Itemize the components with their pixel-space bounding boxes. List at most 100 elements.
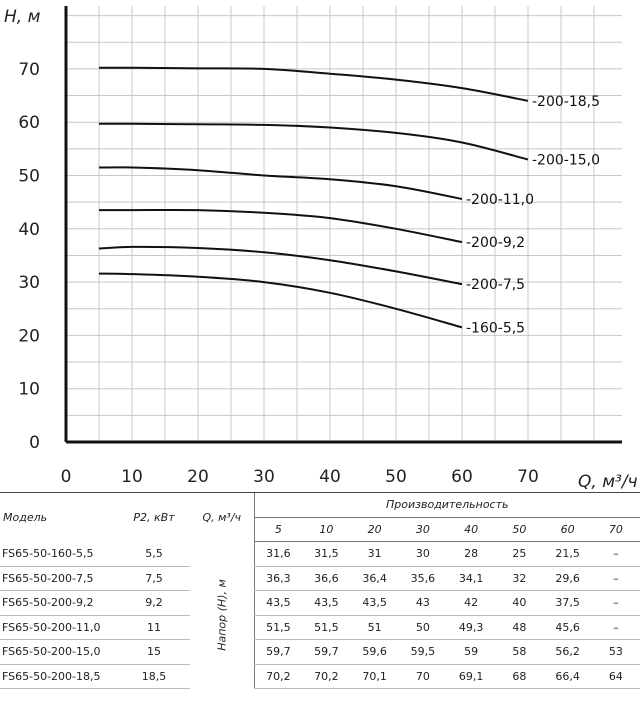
head-value-cell: 59,5 (398, 639, 447, 665)
head-value-cell: 49,3 (447, 615, 496, 640)
head-value-cell: 31 (350, 541, 399, 567)
head-value-cell: 37,5 (543, 590, 592, 616)
head-value-cell: 70 (398, 664, 447, 689)
series-lines (98, 66, 529, 329)
flow-header-row: 5 10 20 30 40 50 60 70 (0, 516, 640, 542)
series-line (98, 166, 463, 200)
header-model: Модель (0, 492, 118, 542)
flow-header-cell: 20 (350, 516, 399, 542)
table-row: FS65-50-200-15,0 15 59,7 59,7 59,6 59,5 59 58 56… (0, 639, 640, 665)
x-tick-label: 40 (319, 467, 341, 487)
head-value-cell: 51,5 (253, 615, 303, 640)
series-line (99, 208, 463, 244)
head-value-cell: 66,4 (543, 664, 592, 689)
series-line (98, 122, 529, 161)
series-labels: -200-18,5 -200-15,0 -200-11,0 -200-9,2 -200-… (466, 94, 600, 337)
series-label: -200-7,5 (466, 277, 525, 293)
x-tick-label: 50 (385, 467, 407, 487)
head-value-cell: 58 (495, 639, 544, 665)
table-row: FS65-50-200-11,0 11 51,5 51,5 51 50 49,3 48 45,6… (0, 615, 640, 640)
head-value-cell: 42 (447, 590, 496, 616)
head-value-cell: 25 (495, 541, 544, 567)
chart-svg: 0 10 20 30 40 50 60 70 0 10 20 30 40 50 60 70 -200-18,5… (4, 6, 638, 490)
grid (65, 6, 622, 443)
tick-labels: 0 10 20 30 40 50 60 70 0 10 20 30 40 50 60 70 (18, 60, 538, 487)
model-cell: FS65-50-200-11,0 (0, 615, 118, 640)
napor-label: Напор (Н), м (215, 579, 229, 651)
x-axis-title: Q, м³/ч (578, 472, 638, 490)
series-label: -160-5,5 (466, 320, 525, 336)
head-value-cell: 21,5 (543, 541, 592, 567)
head-value-cell: 68 (495, 664, 544, 689)
axes (64, 6, 622, 444)
head-value-cell: 70,1 (350, 664, 399, 689)
head-value-cell: 56,2 (543, 639, 592, 665)
x-tick-label: 0 (61, 467, 72, 487)
power-cell: 7,5 (118, 566, 190, 591)
head-value-cell: 53 (591, 639, 640, 665)
head-value-cell: 34,1 (447, 566, 496, 591)
head-value-cell: 70,2 (253, 664, 303, 689)
power-cell: 18,5 (118, 664, 190, 689)
x-tick-label: 60 (451, 467, 473, 487)
performance-table: Модель P2, кВт Q, м³/ч Производительност… (0, 492, 640, 701)
table-row: FS65-50-200-18,5 18,5 70,2 70,2 70,1 70 69,1 68… (0, 664, 640, 689)
model-cell: FS65-50-200-9,2 (0, 590, 118, 616)
head-value-cell: 59,6 (350, 639, 399, 665)
flow-header-cell: 30 (398, 516, 447, 542)
series-label: -200-15,0 (532, 153, 600, 169)
head-value-cell: 51,5 (302, 615, 351, 640)
y-tick-label: 20 (18, 326, 40, 346)
head-value-cell: 32 (495, 566, 544, 591)
flow-header-cell: 60 (543, 516, 592, 542)
y-tick-label: 50 (18, 167, 40, 187)
power-cell: 15 (118, 639, 190, 665)
head-value-cell: 31,6 (253, 541, 303, 567)
header-power: P2, кВт (118, 492, 190, 542)
head-value-cell: 50 (398, 615, 447, 640)
model-cell: FS65-50-200-15,0 (0, 639, 118, 665)
head-value-cell: 51 (350, 615, 399, 640)
series-label: -200-11,0 (466, 192, 534, 208)
series-label: -200-18,5 (532, 94, 600, 110)
flow-header-cell: 40 (447, 516, 496, 542)
head-value-cell: – (591, 566, 640, 591)
head-value-cell: 29,6 (543, 566, 592, 591)
head-value-cell: 36,6 (302, 566, 351, 591)
header-productivity: Производительность (253, 492, 640, 517)
head-value-cell: 28 (447, 541, 496, 567)
model-cell: FS65-50-160-5,5 (0, 541, 118, 567)
y-tick-label: 30 (18, 273, 40, 293)
head-value-cell: 48 (495, 615, 544, 640)
table-body: FS65-50-160-5,5 5,5 Напор (Н), м 31,6 31,5 31… (0, 541, 640, 689)
series-line (98, 245, 463, 286)
model-cell: FS65-50-200-18,5 (0, 664, 118, 689)
y-axis-title: H, м (4, 7, 41, 27)
head-value-cell: 30 (398, 541, 447, 567)
napor-label-cell: Напор (Н), м (190, 542, 254, 689)
y-tick-label: 0 (29, 433, 40, 453)
table-row: FS65-50-200-9,2 9,2 43,5 43,5 43,5 43 42 40 37,5… (0, 590, 640, 616)
model-cell: FS65-50-200-7,5 (0, 566, 118, 591)
head-value-cell: 59 (447, 639, 496, 665)
head-value-cell: 69,1 (447, 664, 496, 689)
x-tick-label: 20 (187, 467, 209, 487)
head-value-cell: 64 (591, 664, 640, 689)
flow-header-cell: 50 (495, 516, 544, 542)
power-cell: 11 (118, 615, 190, 640)
head-value-cell: 43,5 (253, 590, 303, 616)
y-tick-label: 60 (18, 113, 40, 133)
y-tick-label: 40 (18, 220, 40, 240)
header-flow-unit: Q, м³/ч (190, 492, 254, 542)
flow-header-cell: 5 (253, 516, 303, 542)
head-value-cell: 43,5 (350, 590, 399, 616)
flow-header-cell: 10 (302, 516, 351, 542)
series-line (98, 272, 463, 329)
head-value-cell: 31,5 (302, 541, 351, 567)
power-cell: 5,5 (118, 541, 190, 567)
power-cell: 9,2 (118, 590, 190, 616)
series-line (98, 66, 529, 102)
series-label: -200-9,2 (466, 235, 525, 251)
table-row: FS65-50-200-7,5 7,5 36,3 36,6 36,4 35,6 34,1 32… (0, 566, 640, 591)
x-tick-label: 10 (121, 467, 143, 487)
